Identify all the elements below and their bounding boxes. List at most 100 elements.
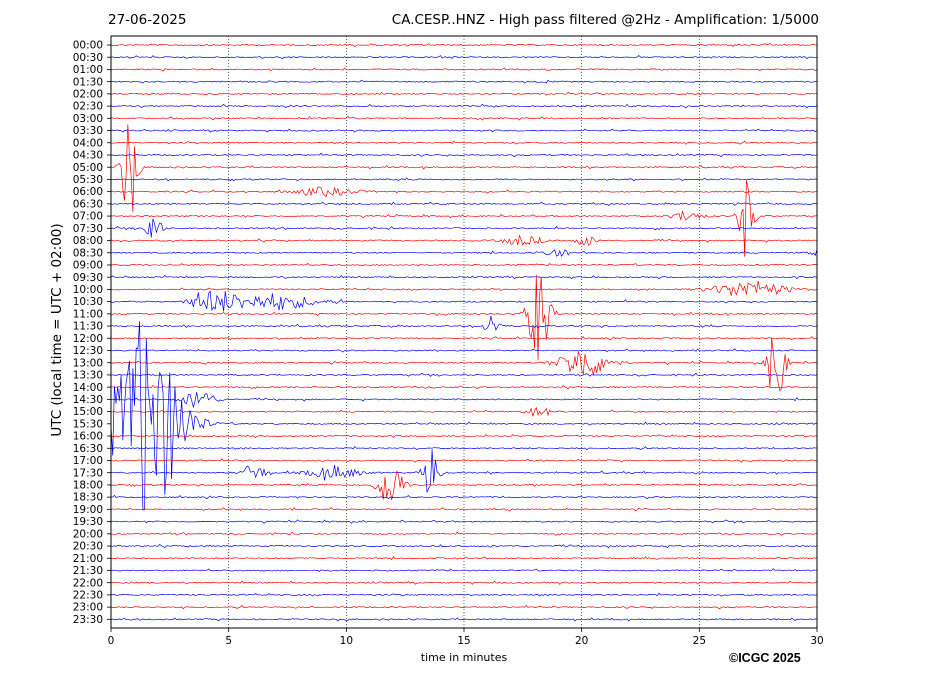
trace-0400 [110, 140, 818, 145]
trace-1330 [110, 372, 818, 377]
trace-1730 [110, 449, 818, 493]
y-tick-label: 16:30 [73, 443, 103, 455]
y-tick-label: 10:00 [73, 284, 103, 296]
y-tick-label: 09:00 [73, 260, 103, 272]
y-tick-label: 01:30 [73, 76, 103, 88]
trace-1130 [110, 315, 818, 331]
x-tick-label: 5 [225, 635, 232, 647]
y-tick-label: 07:30 [73, 223, 103, 235]
y-tick-label: 20:30 [73, 541, 103, 553]
y-tick-label: 07:00 [73, 211, 103, 223]
y-tick-label: 00:30 [73, 52, 103, 64]
trace-1830 [110, 494, 818, 500]
trace-0530 [110, 177, 818, 182]
trace-0500 [110, 124, 818, 213]
trace-0100 [111, 67, 818, 72]
y-tick-label: 18:00 [73, 480, 103, 492]
y-tick-label: 03:30 [73, 125, 103, 137]
trace-0130 [110, 79, 818, 84]
trace-0000 [110, 42, 818, 48]
chart-title: CA.CESP..HNZ - High pass filtered @2Hz -… [391, 12, 819, 28]
trace-0730 [110, 218, 818, 238]
trace-1500 [111, 406, 818, 417]
y-tick-label: 12:00 [73, 333, 103, 345]
y-tick-label: 06:00 [73, 186, 103, 198]
y-tick-label: 13:00 [73, 357, 103, 369]
trace-0030 [110, 55, 818, 60]
trace-2330 [110, 617, 818, 622]
y-tick-label: 08:00 [73, 235, 103, 247]
y-tick-label: 04:00 [73, 137, 103, 149]
y-tick-label: 16:00 [73, 431, 103, 443]
trace-0930 [110, 274, 818, 280]
x-tick-label: 0 [108, 635, 115, 647]
x-tick-label: 30 [810, 635, 823, 647]
y-tick-label: 14:30 [73, 394, 103, 406]
trace-2230 [110, 592, 818, 597]
y-tick-label: 11:30 [73, 321, 103, 333]
trace-1430 [110, 392, 818, 409]
y-tick-label: 22:00 [73, 577, 103, 589]
trace-0200 [110, 91, 818, 96]
trace-1630 [110, 445, 817, 451]
trace-2000 [110, 531, 818, 536]
trace-1800 [111, 470, 818, 500]
y-tick-label: 12:30 [73, 345, 103, 357]
trace-2100 [110, 555, 818, 561]
chart-date: 27-06-2025 [108, 12, 187, 28]
trace-1400 [110, 384, 818, 390]
y-tick-label: 17:30 [73, 467, 103, 479]
y-tick-label: 21:30 [73, 565, 103, 577]
x-axis-label: time in minutes [420, 651, 508, 664]
copyright-text: ©ICGC 2025 [729, 651, 801, 665]
y-tick-label: 10:30 [73, 296, 103, 308]
y-tick-label: 21:00 [73, 553, 103, 565]
trace-1100 [110, 274, 818, 361]
trace-0600 [110, 186, 817, 198]
y-tick-label: 22:30 [73, 590, 103, 602]
y-tick-label: 17:00 [73, 455, 103, 467]
trace-1000 [110, 280, 818, 297]
y-tick-label: 20:00 [73, 528, 103, 540]
y-tick-label: 00:00 [73, 40, 103, 52]
trace-1900 [110, 507, 818, 512]
trace-1930 [110, 519, 818, 524]
y-tick-label: 15:00 [73, 406, 103, 418]
trace-1230 [111, 348, 818, 353]
trace-0700 [110, 180, 818, 257]
trace-0330 [110, 128, 818, 133]
trace-0230 [110, 103, 818, 109]
x-tick-label: 20 [575, 635, 588, 647]
trace-0830 [110, 249, 818, 257]
trace-1300 [110, 338, 818, 392]
x-tick-label: 25 [693, 635, 706, 647]
y-tick-label: 05:00 [73, 162, 103, 174]
trace-2300 [110, 604, 818, 610]
trace-1200 [110, 336, 818, 341]
y-tick-label: 19:30 [73, 516, 103, 528]
y-tick-label: 09:30 [73, 272, 103, 284]
y-tick-label: 15:30 [73, 418, 103, 430]
trace-1600 [110, 434, 818, 439]
x-tick-label: 10 [340, 635, 353, 647]
trace-2030 [110, 544, 818, 549]
trace-0630 [110, 201, 818, 206]
y-tick-label: 02:30 [73, 101, 103, 113]
x-tick-label: 15 [457, 635, 470, 647]
trace-1530 [110, 321, 818, 511]
trace-1030 [110, 290, 818, 312]
y-tick-label: 01:00 [73, 64, 103, 76]
y-tick-label: 11:00 [73, 308, 103, 320]
y-tick-label: 23:30 [73, 614, 103, 626]
y-tick-label: 06:30 [73, 198, 103, 210]
y-tick-label: 19:00 [73, 504, 103, 516]
y-tick-label: 23:00 [73, 602, 103, 614]
y-tick-label: 14:00 [73, 382, 103, 394]
trace-2130 [110, 568, 818, 572]
trace-2200 [110, 580, 818, 585]
trace-0430 [110, 152, 818, 158]
y-tick-label: 03:00 [73, 113, 103, 125]
trace-0900 [110, 262, 818, 267]
y-tick-label: 18:30 [73, 492, 103, 504]
